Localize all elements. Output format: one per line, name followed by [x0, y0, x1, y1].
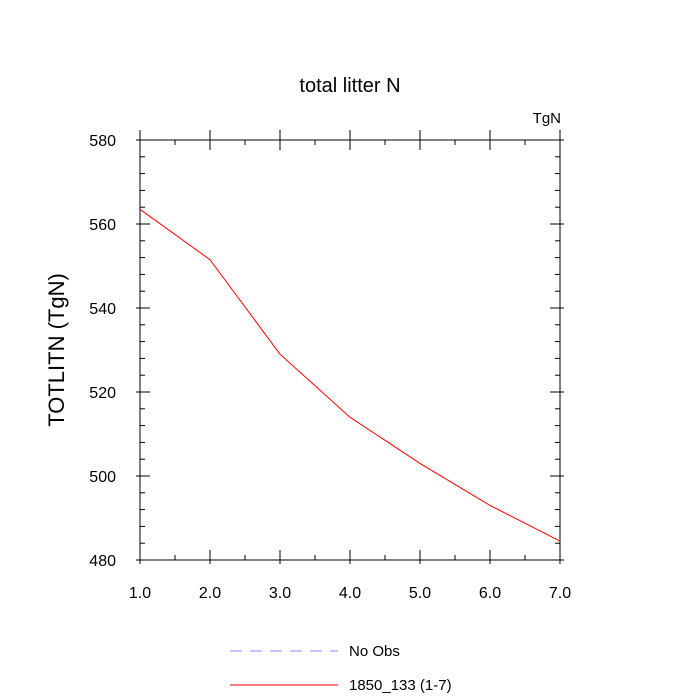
x-tick-label: 2.0	[199, 585, 221, 602]
series-line	[139, 208, 561, 542]
x-tick-label: 1.0	[129, 585, 151, 602]
y-tick-label: 580	[89, 133, 116, 150]
y-tick-label: 480	[89, 553, 116, 570]
units-label: TgN	[533, 110, 561, 127]
y-tick-label: 540	[89, 301, 116, 318]
y-tick-label: 560	[89, 217, 116, 234]
y-tick-label: 520	[89, 385, 116, 402]
tick-labels: 480 500 520 540 560 580 1.0 2.0 3.0 4.0 5.0 6.0 7.0	[89, 133, 571, 602]
chart-title: total litter N	[299, 75, 400, 97]
x-tick-label: 6.0	[479, 585, 501, 602]
x-tick-label: 7.0	[549, 585, 571, 602]
axis-ticks	[136, 130, 564, 564]
y-axis-label: TOTLITN (TgN)	[44, 273, 69, 427]
y-tick-label: 500	[89, 469, 116, 486]
legend-label: 1850_133 (1-7)	[349, 677, 452, 694]
series-lines	[139, 208, 561, 542]
plot-frame	[139, 139, 561, 561]
x-tick-label: 5.0	[409, 585, 431, 602]
legend: No Obs 1850_133 (1-7)	[230, 643, 452, 694]
x-tick-label: 4.0	[339, 585, 361, 602]
x-tick-label: 3.0	[269, 585, 291, 602]
legend-label: No Obs	[349, 643, 400, 660]
